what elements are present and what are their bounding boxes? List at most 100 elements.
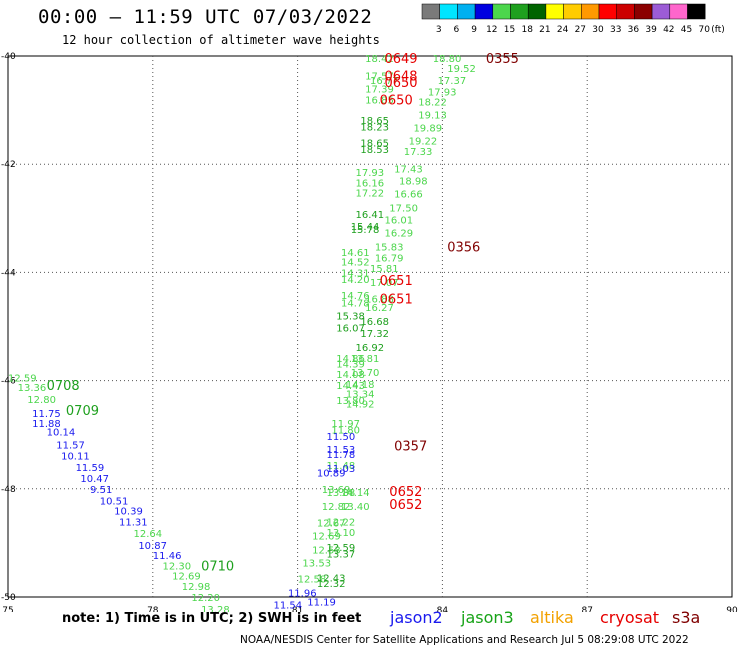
wave-height-point: 14.18 [346,380,375,391]
colorbar-label: 21 [539,25,550,35]
pass-time-label: 0650 [380,93,413,108]
wave-height-point: 19.22 [409,136,438,147]
wave-height-point: 18.65 [360,116,389,127]
colorbar-label: 30 [592,25,604,35]
wave-height-point: 12.59 [8,373,37,384]
wave-height-point: 13.28 [201,605,230,612]
wave-height-point: 18.80 [433,54,462,65]
wave-height-point: 11.54 [273,601,302,612]
legend-jason2: jason2 [390,608,443,627]
wave-height-point: 11.19 [307,597,336,608]
chart-title: 00:00 – 11:59 UTC 07/03/2022 [38,6,373,28]
pass-time-label: 0356 [447,240,480,255]
pass-time-label: 0710 [201,560,234,575]
y-tick-label: -48 [1,485,16,495]
wave-height-point: 12.67 [317,518,346,529]
y-tick-label: -46 [1,377,16,387]
wave-height-point: 18.22 [418,97,447,108]
wave-height-point: 17.43 [394,165,423,176]
wave-height-point: 16.16 [356,179,385,190]
wave-height-point: 14.78 [341,299,370,310]
wave-height-point: 17.32 [360,329,389,340]
wave-height-point: 12.58 [298,575,327,586]
wave-height-point: 11.57 [56,440,85,451]
wave-height-point: 14.20 [341,275,370,286]
x-tick-label: 78 [147,606,159,612]
pass-time-label: 0708 [47,379,80,394]
wave-height-point: 17.57 [365,71,394,82]
colorbar-label: 12 [486,25,497,35]
wave-height-point: 17.07 [370,278,399,289]
wave-height-point: 11.50 [327,432,356,443]
wave-height-point: 9.51 [90,485,112,496]
wave-height-point: 17.37 [438,76,467,87]
pass-time-label: 0649 [384,52,417,67]
wave-height-point: 14.52 [341,258,370,269]
colorbar-label: 6 [454,25,460,35]
wave-height-point: 13.40 [341,502,370,513]
wave-height-point: 11.97 [331,419,360,430]
wave-height-point: 11.46 [153,551,182,562]
wave-height-point: 13.70 [351,368,380,379]
wave-height-point: 17.93 [356,168,385,179]
pass-time-label: 0355 [486,52,519,67]
wave-height-point: 16.27 [365,303,394,314]
wave-height-point: 11.88 [32,419,61,430]
x-tick-label: 84 [437,606,449,612]
colorbar-label: 15 [504,25,515,35]
wave-height-point: 18.42 [365,54,394,65]
wave-height-point: 12.69 [312,531,341,542]
wave-height-point: 10.51 [100,497,129,508]
pass-time-label: 0651 [380,292,413,307]
wave-height-point: 15.83 [375,242,404,253]
colorbar-swatch [687,3,706,20]
wave-height-point: 17.33 [404,147,433,158]
wave-height-point: 18.65 [360,139,389,150]
wave-height-point: 11.96 [288,589,317,600]
wave-height-point: 12.80 [27,395,56,406]
wave-height-point: 12.20 [191,593,220,604]
wave-height-point: 10.39 [114,506,143,517]
colorbar-label: 70 [698,25,710,35]
wave-height-point: 13.69 [322,485,351,496]
wave-height-point: 14.61 [341,248,370,259]
wave-height-point: 15.44 [351,222,380,233]
y-tick-label: -44 [1,268,16,278]
wave-height-point: 14.14 [341,488,370,499]
pass-time-label: 0652 [389,498,422,513]
x-tick-label: 87 [581,606,592,612]
pass-time-label: 0650 [384,76,417,91]
colorbar-label: 18 [521,25,533,35]
wave-height-point: 14.39 [336,359,365,370]
wave-height-point: 16.01 [384,215,413,226]
wave-height-point: 16.92 [356,343,385,354]
wave-height-point: 11.53 [327,445,356,456]
wave-height-point: 14.86 [336,354,365,365]
wave-height-point: 11.31 [119,517,148,528]
wave-height-point: 13.53 [302,558,331,569]
footer-credit: NOAA/NESDIS Center for Satellite Applica… [240,634,689,646]
wave-height-point: 16.77 [370,76,399,87]
wave-height-point: 14.76 [341,291,370,302]
wave-height-point: 16.07 [336,324,365,335]
wave-height-point: 12.69 [172,571,201,582]
wave-height-point: 13.36 [18,383,47,394]
colorbar-label: 24 [557,25,569,35]
pass-time-label: 0357 [394,440,427,455]
wave-height-point: 12.82 [322,502,351,513]
colorbar-unit: (ft) [711,25,725,35]
units-note: note: 1) Time is in UTC; 2) SWH is in fe… [62,611,362,626]
wave-height-point: 12.53 [312,545,341,556]
chart-subtitle: 12 hour collection of altimeter wave hei… [62,33,380,47]
wave-height-point: 11.48 [327,461,356,472]
wave-height-point: 10.14 [47,427,76,438]
wave-height-point: 12.32 [317,579,346,590]
x-tick-label: 75 [2,606,13,612]
legend-s3a: s3a [672,608,701,627]
wave-height-point: 18.98 [399,176,428,187]
wave-height-point: 13.88 [327,488,356,499]
wave-height-point: 14.43 [336,381,365,392]
wave-height-point: 12.43 [317,574,346,585]
colorbar-label: 3 [436,25,442,35]
